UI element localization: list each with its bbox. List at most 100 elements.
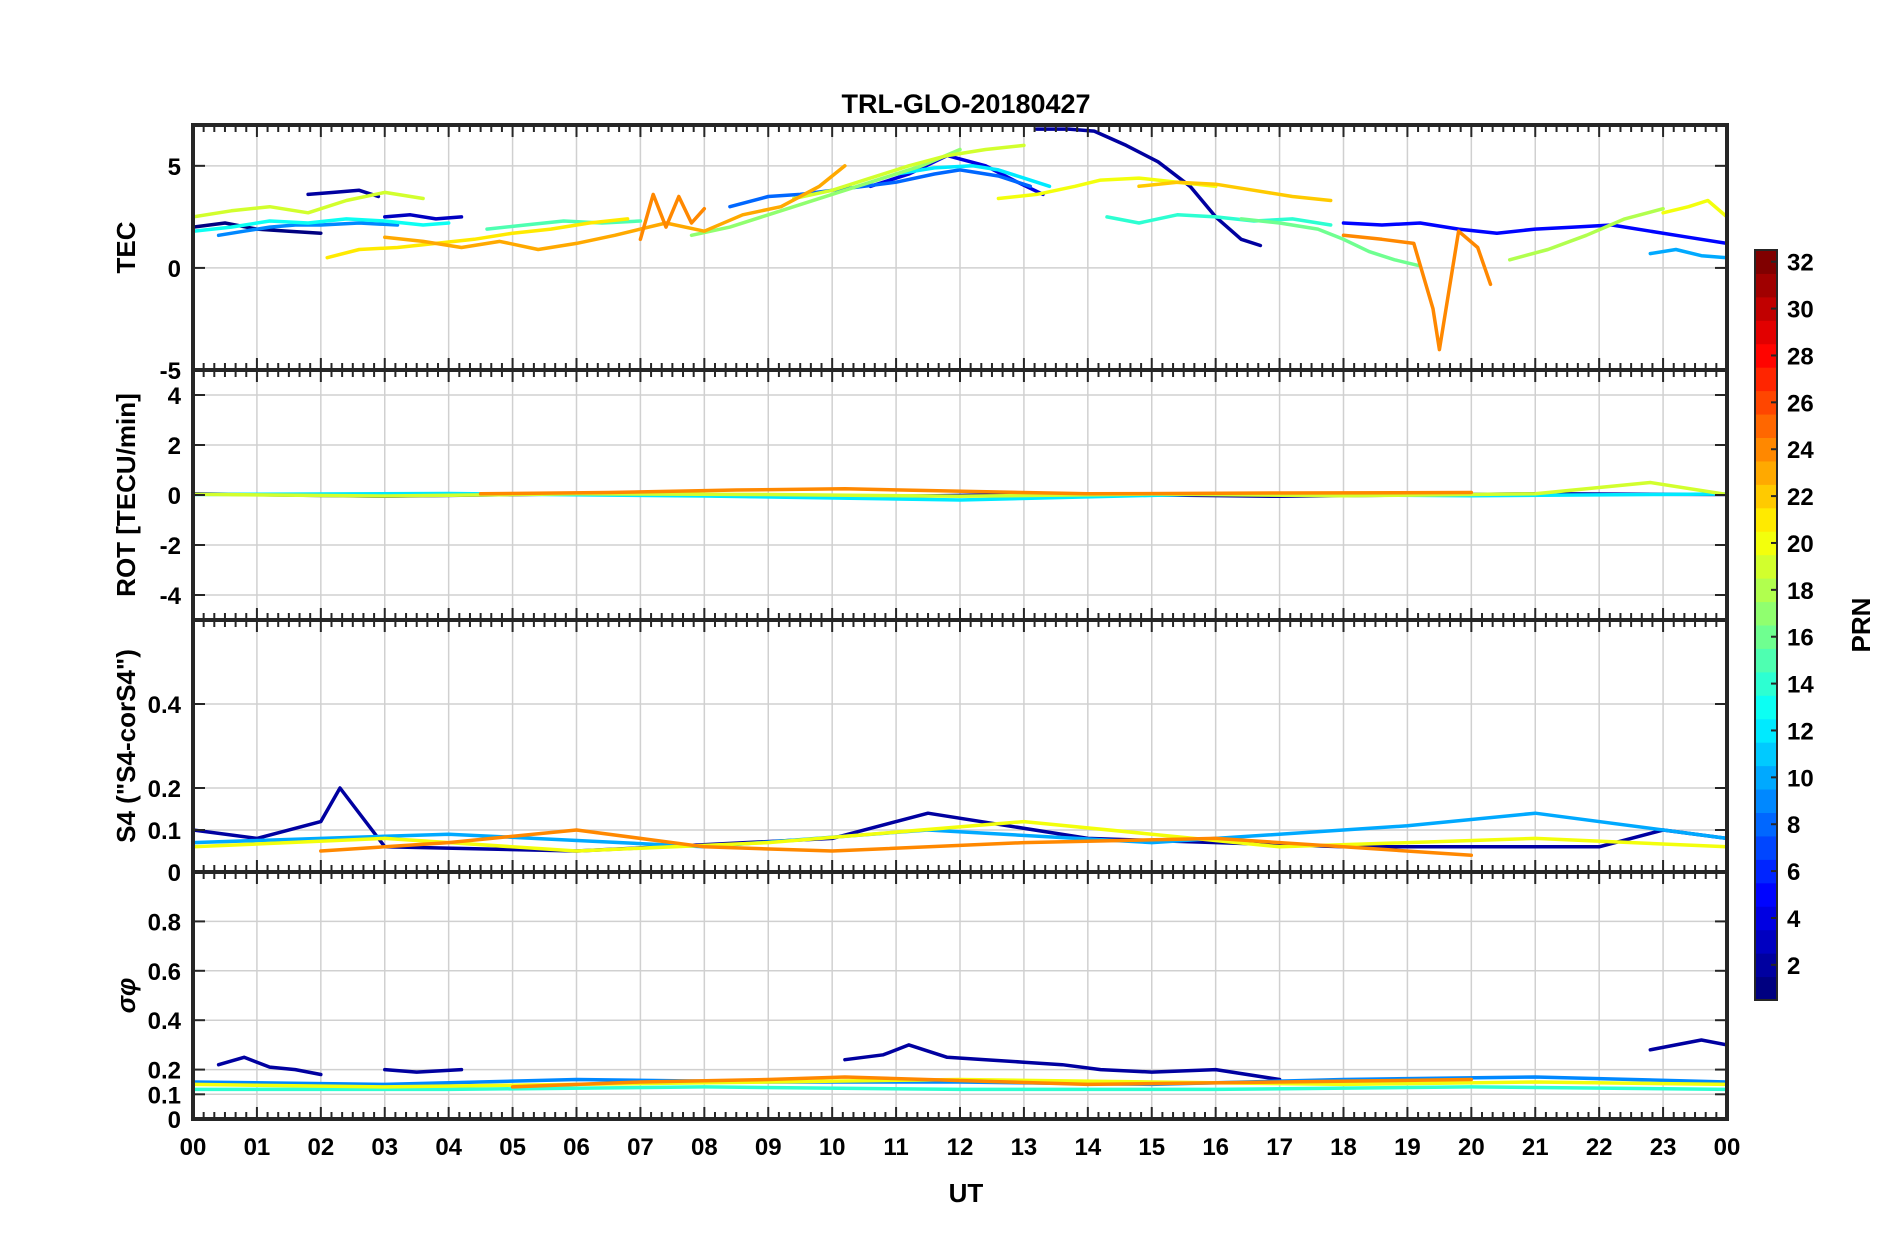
y-tick-label: -5 [160, 358, 181, 385]
colorbar-segment [1755, 906, 1777, 931]
colorbar-segment [1755, 718, 1777, 743]
series-line-prn-23 [383, 164, 847, 252]
colorbar-segment [1755, 507, 1777, 532]
colorbar-tick-label: 14 [1787, 672, 1814, 699]
series-line-prn-18 [1507, 206, 1665, 262]
colorbar-segment [1755, 390, 1777, 415]
colorbar-segment [1755, 695, 1777, 720]
y-axis-label: S4 ("S4-corS4") [111, 649, 141, 843]
colorbar-label: PRN [1846, 598, 1876, 653]
series-line-prn-20 [193, 819, 1727, 853]
series-line-prn-2 [216, 1055, 323, 1077]
y-tick-label: 0.4 [148, 1008, 182, 1035]
colorbar-segment [1755, 601, 1777, 626]
colorbar-segment [1755, 976, 1777, 1001]
series-line-prn-10 [193, 811, 1727, 849]
y-tick-label: 4 [168, 383, 182, 410]
series-line-prn-19 [193, 190, 425, 219]
colorbar-segment [1755, 671, 1777, 696]
series-line-prn-24 [319, 828, 1474, 857]
x-axis: 00 01 02 03 04 05 06 07 08 09 10 11 12 13 14 15 16 17 18 19… [180, 1134, 1741, 1161]
series-line-prn-2 [383, 1067, 464, 1074]
series-line-prn-14 [1105, 213, 1333, 227]
x-tick-label: 14 [1074, 1134, 1101, 1161]
colorbar-segment [1755, 250, 1777, 274]
x-tick-label: 05 [499, 1134, 526, 1161]
colorbar-segment [1755, 531, 1777, 556]
colorbar-tick-label: 24 [1787, 437, 1814, 464]
series-group [193, 480, 1727, 502]
y-tick-label: -2 [160, 533, 181, 560]
colorbar-tick-label: 8 [1787, 812, 1800, 839]
colorbar-tick-label: 10 [1787, 765, 1814, 792]
y-tick-label: 0.2 [148, 776, 181, 803]
series-line-prn-16 [1239, 217, 1422, 268]
colorbar-tick-label: 28 [1787, 343, 1814, 370]
colorbar-tick-label: 4 [1787, 906, 1801, 933]
series-line-prn-2 [1648, 1038, 1727, 1052]
series-line-prn-24 [638, 192, 707, 242]
y-tick-label: -4 [160, 583, 182, 610]
colorbar-tick-label: 18 [1787, 578, 1814, 605]
x-tick-label: 20 [1458, 1134, 1485, 1161]
x-tick-label: 19 [1394, 1134, 1421, 1161]
colorbar-segment [1755, 789, 1777, 813]
series-line-prn-24 [1341, 229, 1493, 352]
colorbar-segment [1755, 625, 1777, 649]
colorbar-segment [1755, 343, 1777, 368]
series-line-prn-20 [1661, 198, 1727, 219]
y-tick-label: 0 [168, 256, 181, 283]
colorbar-segment [1755, 367, 1777, 392]
x-tick-label: 17 [1266, 1134, 1293, 1161]
y-tick-label: 0 [168, 483, 181, 510]
series-line-prn-2 [306, 188, 381, 199]
colorbar-segment [1755, 296, 1777, 321]
colorbar-segment [1755, 554, 1777, 579]
series-group [193, 786, 1727, 857]
x-tick-label: 16 [1202, 1134, 1229, 1161]
x-tick-label: 22 [1586, 1134, 1613, 1161]
x-tick-label: 00 [1714, 1134, 1741, 1161]
panel-sigma: 00.10.2 0.4 0.6 0.8 σφ [111, 870, 1729, 1134]
x-tick-label: 01 [244, 1134, 271, 1161]
x-tick-label: 06 [563, 1134, 590, 1161]
y-tick-label: 0.1 [148, 1082, 181, 1109]
y-tick-label: 0 [168, 860, 181, 887]
y-axis-label: ROT [TECU/min] [111, 393, 141, 597]
colorbar-tick-label: 12 [1787, 718, 1814, 745]
series-line-prn-12 [894, 164, 1052, 189]
y-tick-label: 0 [168, 1107, 181, 1134]
colorbar-segment [1755, 320, 1777, 345]
series-line-prn-2 [843, 1043, 1282, 1082]
y-tick-label: 0.2 [148, 1058, 181, 1085]
colorbar-segment [1755, 765, 1777, 790]
colorbar-segment [1755, 812, 1777, 837]
colorbar-tick-label: 32 [1787, 250, 1814, 277]
x-tick-label: 18 [1330, 1134, 1357, 1161]
x-tick-label: 10 [819, 1134, 846, 1161]
x-tick-label: 08 [691, 1134, 718, 1161]
series-line-prn-19 [792, 143, 1026, 201]
panel-rot: -4 -2 0 2 4 ROT [TECU/min] [111, 368, 1729, 622]
series-line-prn-8 [728, 168, 1033, 209]
colorbar-tick-label: 20 [1787, 531, 1814, 558]
y-tick-label: 0.4 [148, 692, 182, 719]
series-line-prn-3 [383, 213, 464, 221]
colorbar-frame [1754, 249, 1778, 1001]
series-line-prn-5 [1341, 221, 1727, 246]
colorbar-tick-label: 30 [1787, 297, 1814, 324]
y-tick-label: 2 [168, 433, 181, 460]
colorbar-segment [1755, 882, 1777, 907]
series-line-prn-13 [193, 217, 451, 233]
x-tick-label: 21 [1522, 1134, 1549, 1161]
y-tick-label: 0.8 [148, 909, 181, 936]
chart-title: TRL-GLO-20180427 [841, 89, 1090, 119]
colorbar-segment [1755, 742, 1777, 767]
x-tick-label: 11 [883, 1134, 908, 1161]
colorbar-segment [1755, 648, 1777, 673]
y-axis-label: TEC [111, 221, 141, 273]
x-tick-label: 23 [1650, 1134, 1677, 1161]
colorbar-segment [1755, 414, 1777, 438]
colorbar-segment [1755, 273, 1777, 298]
